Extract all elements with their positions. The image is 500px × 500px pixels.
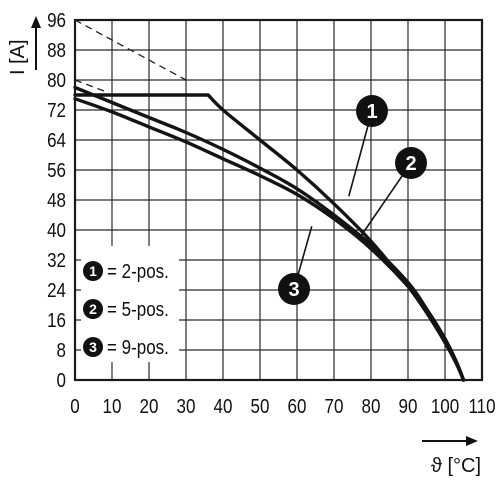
reference-dashed-lines xyxy=(74,19,187,92)
legend-marker-2 xyxy=(83,299,103,319)
y-tick-label: 56 xyxy=(47,159,66,182)
x-tick-label: 20 xyxy=(140,395,159,418)
legend-entry-text: = 9-pos. xyxy=(107,336,169,359)
plot-frame xyxy=(73,18,484,382)
x-tick-label: 100 xyxy=(431,395,459,418)
x-tick-label: 70 xyxy=(325,395,344,418)
series-line-3 xyxy=(73,97,466,382)
x-tick-label: 30 xyxy=(177,395,196,418)
y-tick-label: 40 xyxy=(47,219,66,242)
annotation-marker-label: 1 xyxy=(366,101,377,123)
y-tick-label: 8 xyxy=(57,339,66,362)
annotation-marker-1 xyxy=(356,95,388,127)
x-tick-label: 10 xyxy=(103,395,122,418)
reference-dashed-line xyxy=(74,79,105,92)
y-axis-title: I [A] xyxy=(7,39,29,75)
legend-marker-1 xyxy=(83,261,103,281)
x-tick-label: 60 xyxy=(288,395,307,418)
legend-marker-label: 3 xyxy=(89,339,97,355)
legend-entry-text: = 2-pos. xyxy=(107,260,169,283)
legend-entry-text: = 5-pos. xyxy=(107,298,169,321)
y-tick-label: 24 xyxy=(47,279,66,302)
y-tick-label: 96 xyxy=(47,9,66,32)
y-tick-label: 72 xyxy=(47,99,66,122)
x-tick-label: 90 xyxy=(399,395,418,418)
y-tick-label: 48 xyxy=(47,189,66,212)
x-tick-label: 0 xyxy=(70,395,79,418)
annotation-marker-label: 3 xyxy=(288,279,299,301)
y-tick-label: 32 xyxy=(47,249,66,272)
x-tick-labels: 0 10 20 30 40 50 60 70 80 90 100 110 xyxy=(70,395,495,418)
annotation-marker-label: 2 xyxy=(405,153,416,175)
x-tick-label: 110 xyxy=(468,395,495,418)
x-tick-label: 80 xyxy=(362,395,381,418)
y-tick-label: 16 xyxy=(47,309,66,332)
y-tick-label: 88 xyxy=(47,39,66,62)
reference-dashed-line xyxy=(74,19,187,81)
x-tick-label: 50 xyxy=(251,395,270,418)
x-axis-title-group: ϑ [°C] xyxy=(422,436,481,477)
legend: 1 = 2-pos. 2 = 5-pos. 3 = 9-pos. xyxy=(81,246,179,362)
annotation-markers: 1 2 3 xyxy=(278,95,427,305)
y-axis-title-group: I [A] xyxy=(7,16,41,75)
x-axis-arrow-head xyxy=(466,436,478,446)
y-tick-labels: 0 8 16 24 32 40 48 56 64 72 80 88 96 xyxy=(47,9,66,392)
y-tick-label: 0 xyxy=(57,369,66,392)
y-tick-label: 80 xyxy=(47,69,66,92)
y-axis-arrow-head xyxy=(31,16,41,28)
x-tick-label: 40 xyxy=(214,395,233,418)
legend-marker-label: 2 xyxy=(89,301,97,317)
y-tick-label: 64 xyxy=(47,129,66,152)
legend-marker-label: 1 xyxy=(89,263,97,279)
legend-marker-3 xyxy=(83,337,103,357)
annotation-marker-3 xyxy=(278,273,310,305)
series-curves xyxy=(73,85,466,382)
annotation-marker-2 xyxy=(395,147,427,179)
x-axis-title: ϑ [°C] xyxy=(431,455,481,477)
